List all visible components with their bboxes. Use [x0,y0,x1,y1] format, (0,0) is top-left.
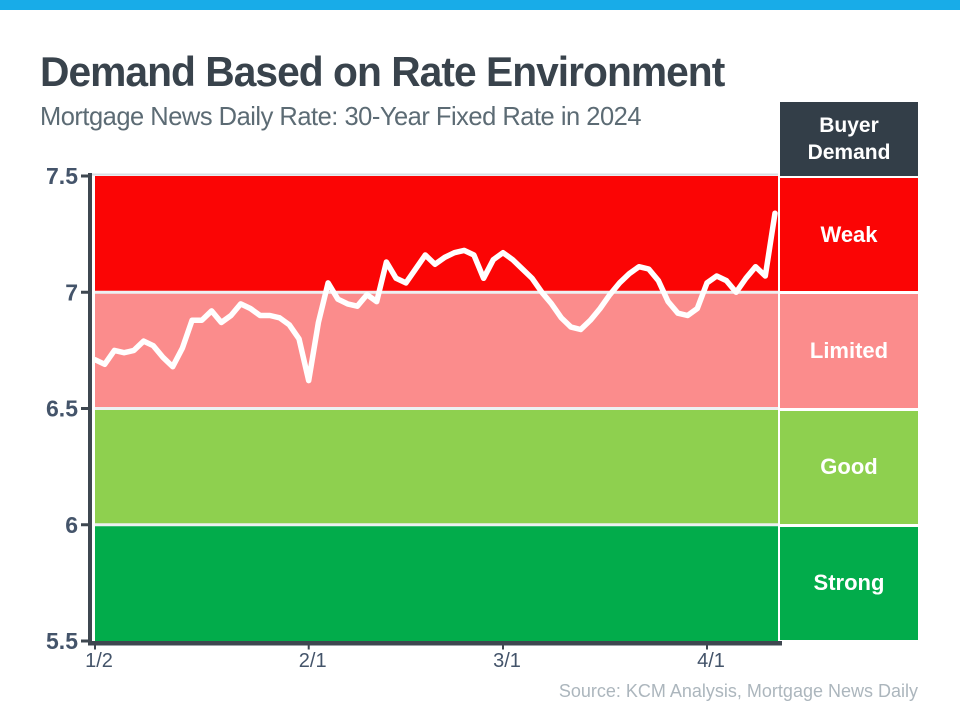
rate-line [92,210,778,384]
legend-item-label: Strong [813,570,885,596]
legend-header: Buyer Demand [780,102,918,176]
x-tick [307,645,310,650]
x-tick [502,645,504,650]
y-tick-label: 7.5 [46,163,78,189]
page-subtitle: Mortgage News Daily Rate: 30-Year Fixed … [40,101,642,131]
legend-item-label: Weak [820,221,878,247]
top-accent-bar [0,0,960,10]
legend-item-strong: Strong [780,526,918,640]
x-tick-label: 3/1 [493,650,521,672]
legend-header-label: Buyer Demand [807,114,891,164]
page-title: Demand Based on Rate Environment [40,48,725,95]
source-attribution: Source: KCM Analysis, Mortgage News Dail… [558,681,918,701]
y-tick [81,523,90,527]
legend-item-weak: Weak [780,178,918,292]
legend-item-label: Good [820,454,878,480]
y-tick [81,174,90,178]
y-tick [81,290,90,294]
x-tick [94,645,96,650]
band-strong [95,524,778,641]
y-tick [81,639,90,643]
legend-item-good: Good [780,410,918,524]
band-good [95,408,778,525]
buyer-demand-legend: Buyer Demand Weak Limited Good Strong [780,0,918,720]
legend-item-label: Limited [809,337,889,363]
x-tick-label: 2/1 [299,650,327,672]
x-axis-line [88,641,782,646]
legend-item-limited: Limited [780,294,918,408]
y-tick-label: 5.5 [46,628,78,654]
band-weak [95,176,778,293]
x-tick-label: 4/1 [697,650,725,672]
y-tick-label: 7 [65,279,78,305]
y-tick [81,407,90,410]
x-tick-label: 1/2 [85,650,113,672]
x-tick [706,645,708,650]
y-tick-label: 6.5 [46,396,78,422]
y-tick-label: 6 [65,512,78,538]
